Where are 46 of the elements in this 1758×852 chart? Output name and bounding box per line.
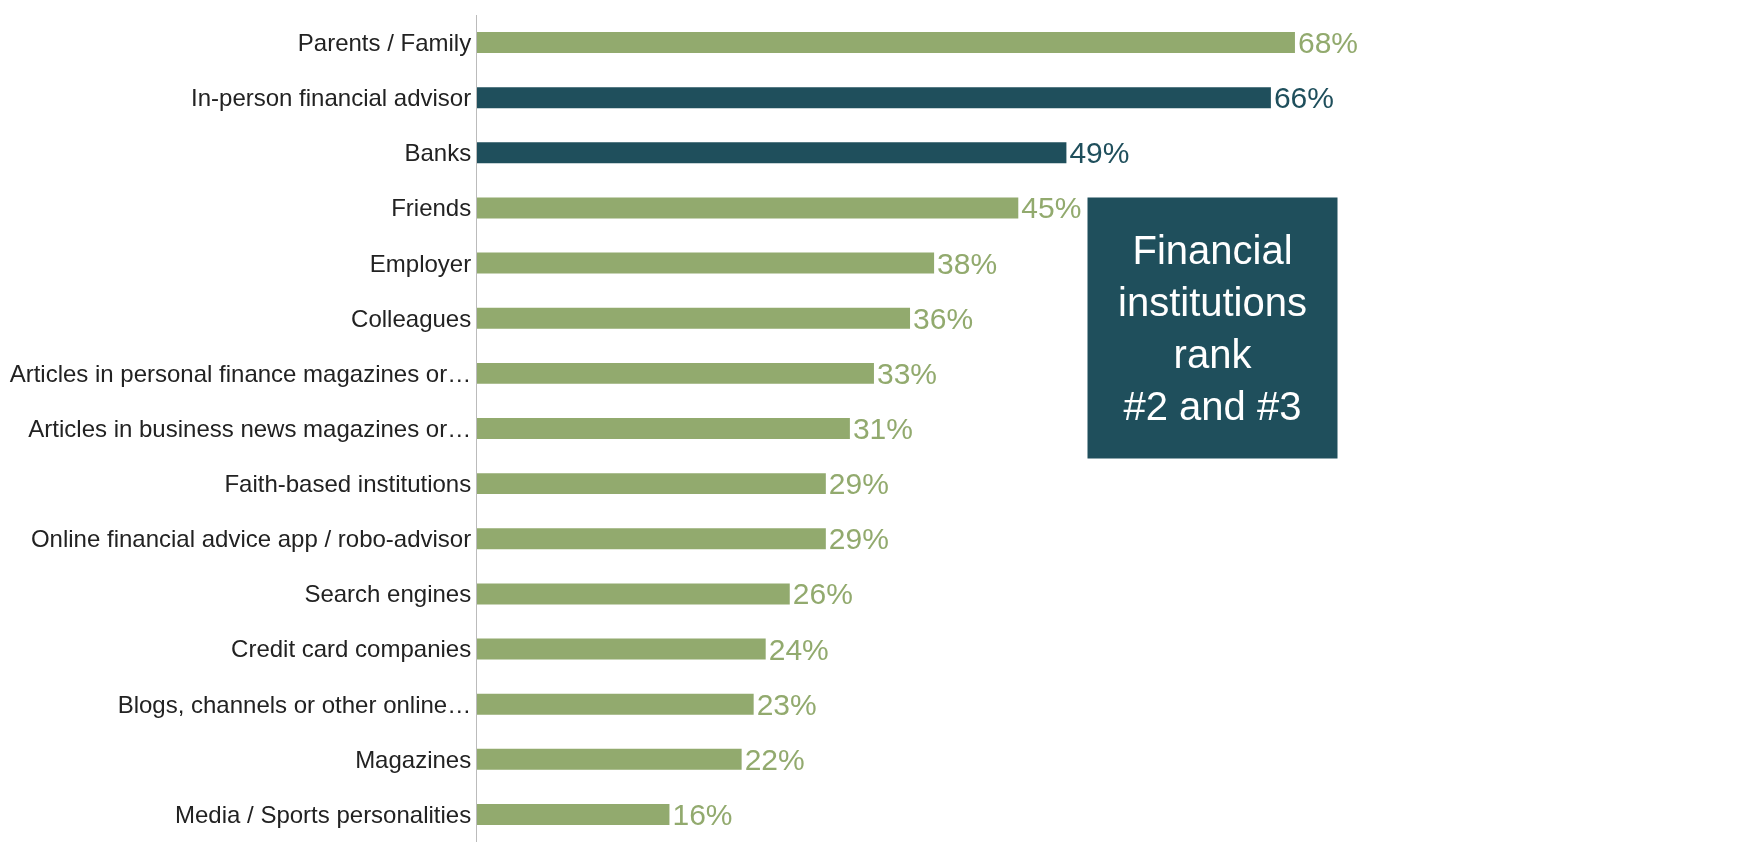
data-label: 45% (1021, 191, 1082, 225)
y-tick-label: Blogs, channels or other online… (117, 690, 472, 718)
bar (477, 197, 1019, 219)
y-tick-label: Employer (369, 249, 472, 277)
annotation: Financial institutions rank #2 and #3 (1118, 228, 1307, 428)
data-label: 33% (876, 356, 937, 390)
data-label: 49% (1069, 136, 1130, 170)
y-tick-label: Credit card companies (231, 635, 472, 663)
y-tick-label: Online financial advice app / robo-advisor (30, 525, 472, 553)
data-label: 23% (756, 687, 817, 721)
y-tick-label: Search engines (304, 580, 472, 608)
bar (477, 142, 1067, 164)
bar (477, 583, 790, 605)
y-tick-label: Colleagues (351, 304, 472, 332)
data-label: 36% (913, 301, 974, 335)
y-tick-label: Faith-based institutions (224, 470, 472, 498)
data-label: 29% (828, 522, 889, 556)
bar (477, 87, 1271, 109)
y-tick-label: Articles in personal finance magazines or… (9, 359, 472, 387)
y-tick-label: Friends (391, 194, 472, 222)
data-label: 26% (792, 577, 853, 611)
data-label: 66% (1273, 81, 1334, 115)
y-tick-label: In-person financial advisor (191, 84, 472, 112)
data-label: 24% (768, 632, 829, 666)
data-label: 22% (744, 742, 805, 776)
bar (477, 803, 670, 825)
bar (477, 252, 935, 274)
data-label: 29% (828, 467, 889, 501)
bar (477, 748, 742, 770)
data-label: 16% (672, 797, 733, 831)
data-label: 38% (937, 246, 998, 280)
bar (477, 693, 754, 715)
data-label: 68% (1297, 26, 1358, 60)
data-label: 31% (852, 412, 913, 445)
bar (477, 638, 766, 660)
y-tick-label: Media / Sports personalities (175, 800, 472, 828)
bar (477, 307, 911, 329)
y-tick-label: Parents / Family (297, 28, 472, 56)
bar (477, 362, 874, 384)
bar (477, 32, 1295, 54)
bar (477, 528, 826, 550)
y-tick-label: Magazines (355, 745, 472, 773)
bar (477, 473, 826, 495)
y-tick-label: Articles in business news magazines or… (28, 414, 472, 442)
bar (477, 418, 850, 439)
y-tick-label: Banks (404, 139, 472, 167)
